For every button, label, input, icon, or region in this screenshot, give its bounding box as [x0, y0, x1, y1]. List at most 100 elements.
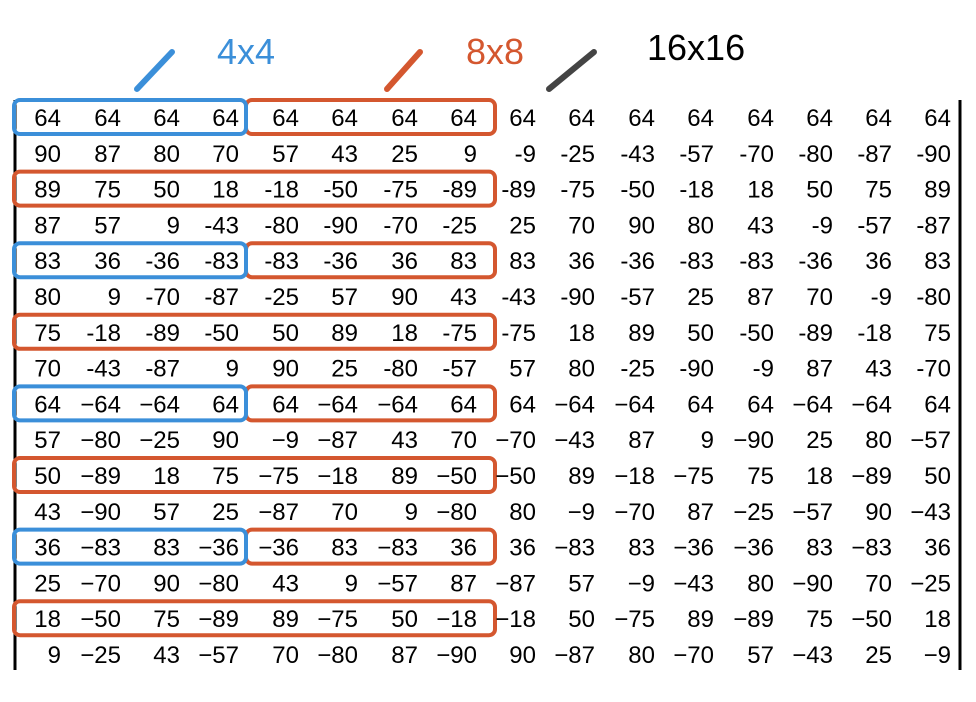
- matrix-cell: −64: [554, 391, 595, 418]
- matrix-cell: -75: [383, 177, 418, 204]
- matrix-cell: -87: [204, 284, 239, 311]
- matrix-cell: −25: [910, 570, 951, 597]
- matrix-cell: −43: [792, 642, 833, 669]
- highlight-4x4-row: [12, 384, 248, 423]
- matrix-cell: −70: [80, 570, 121, 597]
- matrix-cell: 70: [450, 427, 477, 454]
- size-labels: 4x4 8x8 16x16: [134, 27, 745, 92]
- matrix-cell: −50: [495, 463, 536, 490]
- highlight-4x4-row: [12, 98, 248, 136]
- matrix-cell: 80: [509, 499, 536, 526]
- matrix-cell: 9: [48, 642, 61, 669]
- matrix-cell: -9: [871, 284, 892, 311]
- matrix-cell: 64: [687, 105, 714, 132]
- matrix-cell: -50: [323, 177, 358, 204]
- label-16x16: 16x16: [647, 27, 745, 68]
- matrix-cell: −25: [80, 642, 121, 669]
- matrix-cell: 70: [34, 356, 61, 383]
- matrix-cell: 57: [568, 570, 595, 597]
- matrix-cell: −70: [673, 642, 714, 669]
- matrix-cell: -80: [916, 284, 951, 311]
- matrix-cell: −9: [628, 570, 655, 597]
- matrix-cell: -9: [515, 141, 536, 168]
- matrix-cell: 50: [34, 463, 61, 490]
- matrix-cell: 36: [34, 535, 61, 562]
- matrix-cell: 43: [747, 212, 774, 239]
- matrix-cell: 50: [272, 320, 299, 347]
- matrix-cell: −64: [377, 391, 418, 418]
- matrix-cell: -18: [86, 320, 121, 347]
- matrix-cell: 75: [924, 320, 951, 347]
- matrix-cell: -25: [264, 284, 299, 311]
- highlight-8x8-row: [12, 599, 497, 638]
- matrix-cell: −80: [317, 642, 358, 669]
- matrix-cell: −83: [377, 535, 418, 562]
- matrix-cell: 90: [509, 642, 536, 669]
- matrix-cell: -57: [620, 284, 655, 311]
- matrix-cell: −64: [851, 391, 892, 418]
- matrix-cell: 89: [331, 320, 358, 347]
- matrix-cell: -18: [857, 320, 892, 347]
- matrix-cell: 80: [747, 570, 774, 597]
- matrix-cell: -90: [323, 212, 358, 239]
- matrix-cell: -9: [753, 356, 774, 383]
- matrix-cell: 64: [34, 391, 61, 418]
- matrix-cell: −18: [436, 606, 477, 633]
- matrix-cell: 89: [687, 606, 714, 633]
- matrix-cell: -57: [442, 356, 477, 383]
- matrix-cell: −90: [80, 499, 121, 526]
- matrix-cell: -70: [916, 356, 951, 383]
- matrix-cell: -80: [264, 212, 299, 239]
- matrix-cell: 89: [628, 320, 655, 347]
- matrix-cell: −36: [198, 535, 239, 562]
- matrix-cell: 89: [924, 177, 951, 204]
- matrix-cell: 25: [331, 356, 358, 383]
- matrix-cell: -36: [323, 248, 358, 275]
- matrix-cell: 90: [391, 284, 418, 311]
- matrix-cell: 64: [94, 105, 121, 132]
- matrix-cell: 43: [153, 642, 180, 669]
- matrix-cell: −9: [568, 499, 595, 526]
- matrix-cell: 64: [272, 105, 299, 132]
- matrix-cell: 64: [628, 105, 655, 132]
- matrix-cell: 25: [687, 284, 714, 311]
- matrix-cell: 75: [212, 463, 239, 490]
- matrix-cell: -36: [620, 248, 655, 275]
- matrix-cell: -80: [383, 356, 418, 383]
- matrix-cell: −87: [554, 642, 595, 669]
- matrix-cell: 87: [450, 570, 477, 597]
- matrix-cell: -83: [264, 248, 299, 275]
- matrix-cell: -70: [145, 284, 180, 311]
- matrix-cell: 75: [94, 177, 121, 204]
- matrix-cell: 57: [331, 284, 358, 311]
- matrix-cell: −64: [614, 391, 655, 418]
- matrix-cell: 18: [924, 606, 951, 633]
- matrix-cell: -70: [383, 212, 418, 239]
- matrix-cell: -9: [812, 212, 833, 239]
- matrix-cell: −18: [495, 606, 536, 633]
- matrix-cell: 64: [747, 391, 774, 418]
- highlight-boxes: [12, 98, 497, 638]
- matrix-cell: 83: [34, 248, 61, 275]
- matrix-cell: 64: [331, 105, 358, 132]
- matrix-cell: 89: [391, 463, 418, 490]
- matrix-cell: 18: [568, 320, 595, 347]
- matrix-cell: −36: [733, 535, 774, 562]
- matrix-cell: −50: [80, 606, 121, 633]
- matrix-cell: −89: [733, 606, 774, 633]
- matrix-cell: −90: [792, 570, 833, 597]
- matrix-cell: 36: [94, 248, 121, 275]
- matrix-cell: -43: [204, 212, 239, 239]
- matrix-cell: -25: [620, 356, 655, 383]
- matrix-cell: −43: [554, 427, 595, 454]
- matrix-cell: 25: [391, 141, 418, 168]
- matrix-cell: −57: [377, 570, 418, 597]
- matrix-cell: −75: [317, 606, 358, 633]
- highlight-8x8-row: [12, 169, 497, 208]
- matrix-cell: 50: [153, 177, 180, 204]
- matrix-cell: −70: [495, 427, 536, 454]
- matrix-cell: 9: [108, 284, 121, 311]
- matrix-cell: −36: [673, 535, 714, 562]
- matrix-cell: 83: [806, 535, 833, 562]
- matrix-cell: 64: [391, 105, 418, 132]
